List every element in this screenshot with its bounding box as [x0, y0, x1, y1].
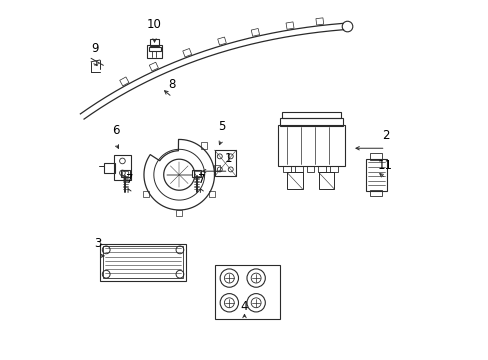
Bar — [104, 163, 114, 172]
Bar — [147, 45, 162, 58]
Text: 7: 7 — [126, 173, 133, 186]
Bar — [213, 165, 220, 171]
Bar — [370, 190, 382, 196]
Bar — [193, 171, 200, 176]
Bar — [176, 210, 182, 216]
Text: 10: 10 — [147, 18, 162, 31]
Text: 5: 5 — [218, 120, 225, 133]
Bar — [200, 142, 206, 149]
Bar — [282, 112, 340, 118]
Text: 6: 6 — [112, 123, 119, 136]
Bar — [283, 166, 290, 172]
Text: 9: 9 — [91, 42, 98, 55]
Bar — [306, 166, 314, 172]
Bar — [294, 166, 302, 172]
Bar — [318, 166, 325, 172]
Bar — [149, 39, 159, 46]
Text: 1: 1 — [224, 152, 232, 165]
Bar — [121, 171, 130, 177]
Text: 4: 4 — [240, 300, 248, 313]
Bar — [114, 155, 131, 180]
Text: 7: 7 — [198, 173, 205, 186]
Text: 8: 8 — [168, 78, 176, 91]
Bar — [279, 118, 343, 126]
Text: 3: 3 — [94, 237, 102, 249]
Bar — [143, 190, 149, 197]
Bar — [122, 171, 128, 176]
Bar — [329, 166, 337, 172]
Bar — [214, 265, 279, 319]
Bar — [102, 246, 183, 278]
Bar — [100, 243, 186, 280]
Bar — [192, 171, 201, 177]
Bar — [278, 125, 345, 166]
Bar — [370, 153, 382, 159]
Bar — [318, 172, 334, 189]
Text: 2: 2 — [381, 129, 388, 142]
Bar — [366, 159, 386, 190]
Bar — [148, 47, 161, 51]
Bar — [286, 172, 302, 189]
Bar — [214, 150, 236, 176]
Text: 11: 11 — [377, 159, 392, 172]
Bar — [209, 190, 215, 197]
